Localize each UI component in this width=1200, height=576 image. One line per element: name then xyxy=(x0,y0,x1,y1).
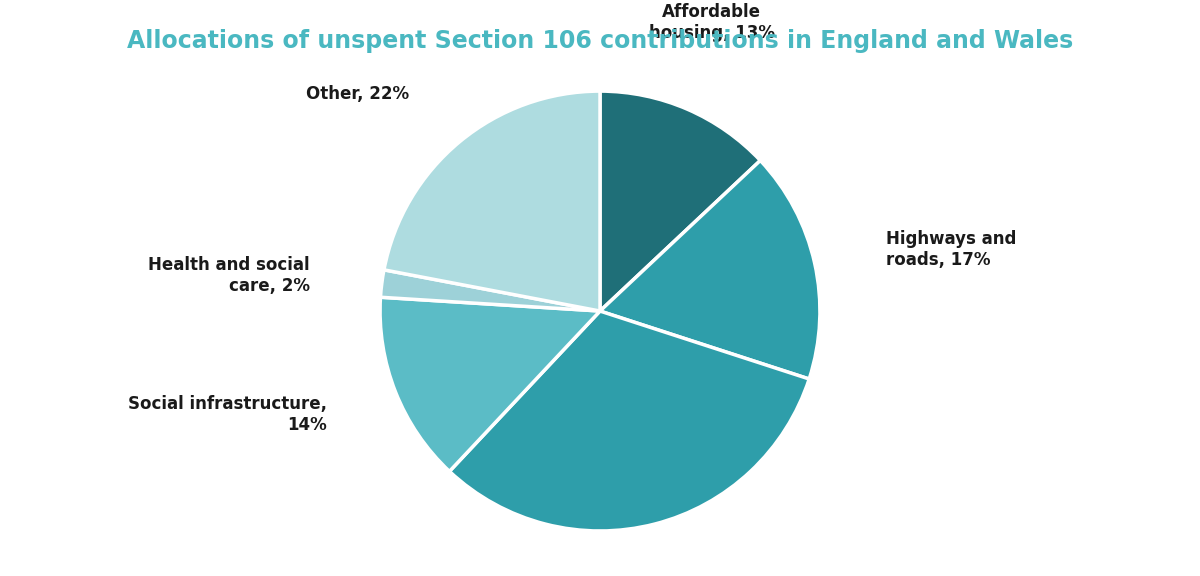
Wedge shape xyxy=(380,297,600,471)
Text: Highways and
roads, 17%: Highways and roads, 17% xyxy=(886,230,1016,269)
Wedge shape xyxy=(380,270,600,311)
Text: Affordable
housing, 13%: Affordable housing, 13% xyxy=(649,3,775,41)
Text: Social infrastructure,
14%: Social infrastructure, 14% xyxy=(128,395,328,434)
Text: Allocations of unspent Section 106 contributions in England and Wales: Allocations of unspent Section 106 contr… xyxy=(127,29,1073,53)
Wedge shape xyxy=(384,91,600,311)
Text: Health and social
care, 2%: Health and social care, 2% xyxy=(148,256,310,295)
Wedge shape xyxy=(600,91,761,311)
Wedge shape xyxy=(600,161,820,379)
Text: Other, 22%: Other, 22% xyxy=(306,85,409,103)
Wedge shape xyxy=(450,311,809,531)
